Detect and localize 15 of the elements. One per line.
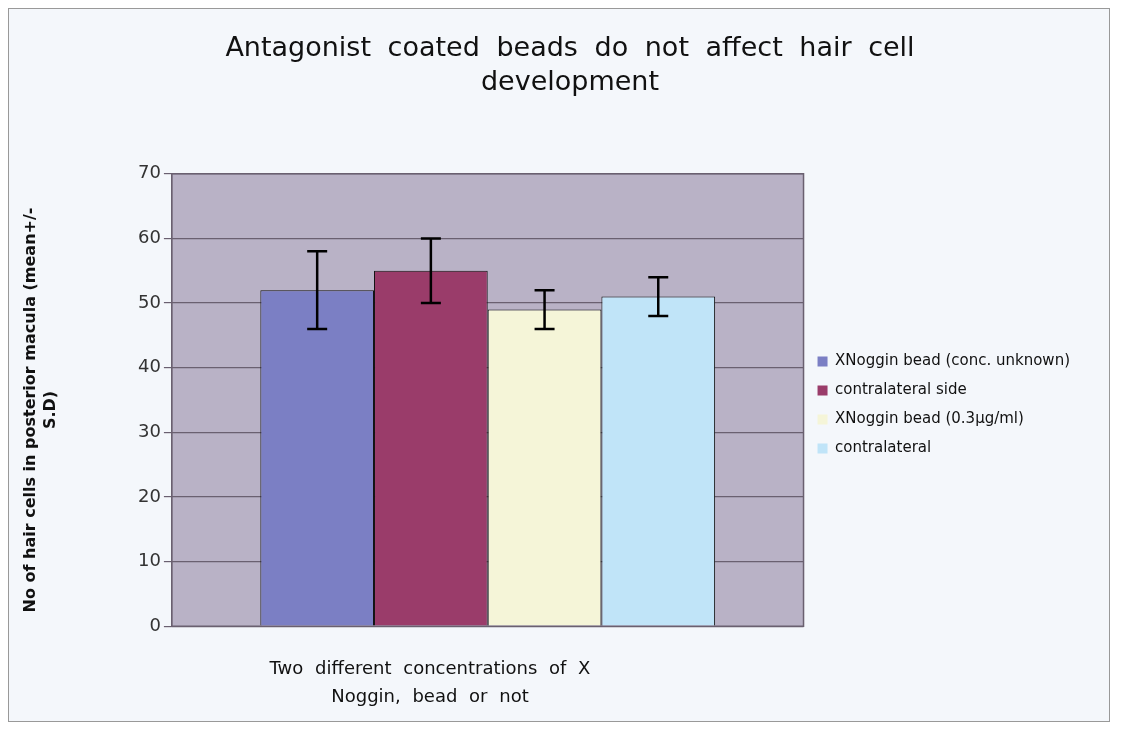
y-tick-label: 30 xyxy=(138,419,161,441)
y-tick-label: 0 xyxy=(149,613,161,635)
legend-label: XNoggin bead (0.3μg/ml) xyxy=(835,409,1024,428)
legend-label: XNoggin bead (conc. unknown) xyxy=(835,351,1070,370)
legend-label: contralateral side xyxy=(835,380,967,399)
chart-title: Antagonist coated beads do not affect hair cell development xyxy=(224,30,916,98)
y-tick-label: 50 xyxy=(138,290,161,312)
y-tick-label: 40 xyxy=(138,355,161,377)
y-tick-label: 10 xyxy=(138,549,161,571)
y-tick-label: 60 xyxy=(138,226,161,248)
legend-label: contralateral xyxy=(835,438,932,457)
y-tick-label: 20 xyxy=(138,484,161,506)
x-axis-title: Two different concentrations of X Noggin, bead or not xyxy=(268,656,592,708)
y-tick-label: 70 xyxy=(138,161,161,183)
y-axis-title: No of hair cells in posterior macula (mean+/-S.D) xyxy=(20,206,60,615)
